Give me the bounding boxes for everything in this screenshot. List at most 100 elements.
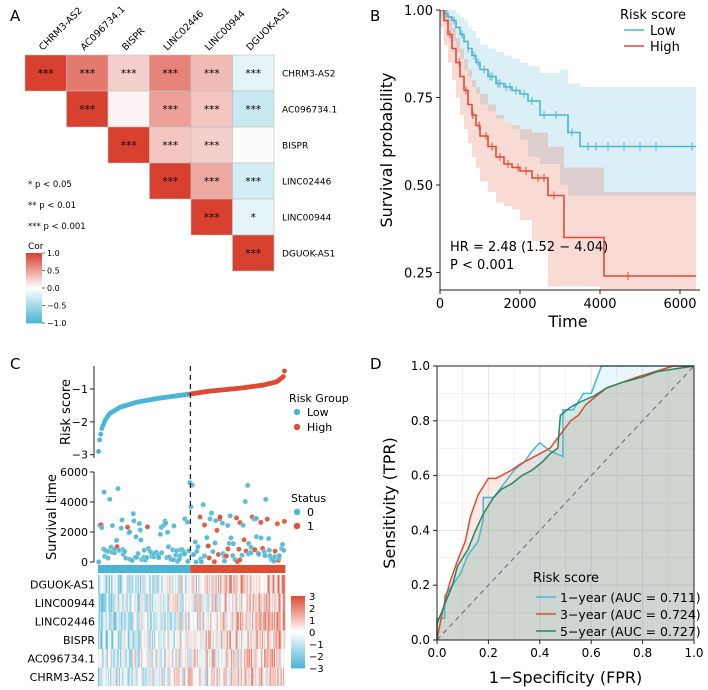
expression-cell — [122, 649, 124, 668]
expression-cell — [267, 667, 269, 686]
group-bar-cell — [157, 565, 159, 573]
surv-y-tick-label: 2000 — [60, 526, 88, 539]
expression-cell — [169, 575, 171, 594]
expression-cell — [277, 649, 279, 668]
expression-cell — [272, 649, 275, 668]
survival-point — [138, 537, 144, 543]
expression-cell — [133, 649, 135, 668]
group-bar-cell — [161, 565, 164, 573]
expression-cell — [223, 593, 225, 612]
colorbar-segment — [26, 265, 42, 268]
survival-point — [262, 496, 269, 503]
expression-cell — [208, 667, 210, 686]
expression-cell — [143, 630, 145, 649]
expression-cell — [171, 630, 174, 649]
expression-cell — [175, 593, 177, 612]
colorbar-segment — [26, 293, 42, 296]
survival-point — [280, 547, 287, 553]
expression-cell — [266, 593, 268, 612]
expression-cell — [116, 630, 119, 649]
column-label: BISPR — [120, 25, 148, 53]
expression-cell — [267, 612, 269, 631]
expression-cell — [204, 575, 207, 594]
significance-stars: *** — [245, 176, 261, 188]
expression-cell — [274, 593, 276, 612]
expression-cell — [233, 667, 235, 686]
group-bar-cell — [131, 565, 133, 573]
expression-cell — [160, 649, 163, 668]
group-bar-cell — [179, 565, 181, 573]
expression-cell — [278, 575, 280, 594]
expression-cell — [126, 612, 128, 631]
group-bar-cell — [241, 565, 243, 573]
significance-legend-entry: * p < 0.05 — [28, 180, 72, 190]
expression-cell — [178, 593, 180, 612]
expression-cell — [281, 593, 284, 612]
expression-cell — [213, 612, 215, 631]
expression-cell — [228, 649, 231, 668]
expr-colorbar-label: −1 — [309, 640, 324, 651]
expression-cell — [111, 593, 113, 612]
x-tick-label: 2000 — [503, 297, 536, 312]
expression-cell — [131, 593, 133, 612]
expression-cell — [261, 667, 264, 686]
expression-cell — [234, 667, 236, 686]
expression-cell — [127, 593, 130, 612]
expression-cell — [258, 593, 260, 612]
expression-cell — [145, 575, 147, 594]
panel-letter-b: B — [370, 7, 380, 25]
expression-cell — [161, 575, 164, 594]
expression-cell — [182, 612, 185, 631]
group-bar-cell — [142, 565, 144, 573]
group-bar-cell — [217, 565, 220, 573]
expression-cell — [203, 612, 205, 631]
expression-cell — [188, 649, 190, 668]
survival-point — [244, 482, 251, 489]
group-bar-cell — [124, 565, 126, 573]
expression-cell — [210, 630, 212, 649]
expression-cell — [117, 593, 120, 612]
expression-cell — [205, 593, 208, 612]
expression-cell — [267, 575, 269, 594]
survival-point — [96, 559, 102, 565]
expression-cell — [223, 667, 225, 686]
expression-cell — [157, 667, 159, 686]
expr-colorbar-label: 3 — [309, 592, 315, 603]
expression-cell — [193, 612, 196, 631]
significance-stars: *** — [204, 212, 220, 224]
expression-cell — [114, 630, 116, 649]
expression-cell — [191, 630, 193, 649]
expression-cell — [255, 593, 257, 612]
expression-cell — [180, 667, 182, 686]
expression-cell — [121, 630, 123, 649]
survival-point — [223, 553, 230, 559]
group-bar-cell — [181, 565, 183, 573]
expression-cell — [153, 575, 155, 594]
expr-colorbar-segment — [291, 624, 305, 627]
expression-cell — [228, 612, 231, 631]
expression-cell — [270, 593, 273, 612]
expression-cell — [117, 667, 120, 686]
row-label: DGUOK-AS1 — [282, 250, 335, 260]
y-tick-label: 0.4 — [411, 523, 430, 537]
group-bar-cell — [280, 565, 282, 573]
expression-cell — [192, 667, 194, 686]
expression-cell — [106, 667, 109, 686]
expression-cell — [128, 575, 131, 594]
expression-cell — [274, 575, 276, 594]
risk-legend-title: Risk Group — [289, 392, 349, 405]
expression-cell — [126, 649, 128, 668]
survival-line-high — [440, 10, 696, 277]
expression-cell — [131, 612, 133, 631]
expression-cell — [102, 649, 104, 668]
survival-point — [118, 525, 124, 531]
expression-cell — [118, 575, 121, 594]
expression-cell — [167, 612, 169, 631]
group-bar-cell — [260, 565, 263, 573]
expression-cell — [279, 575, 281, 594]
survival-point — [113, 537, 120, 544]
significance-stars: *** — [245, 68, 261, 80]
expression-cell — [186, 667, 188, 686]
group-bar-cell — [169, 565, 171, 573]
expression-cell — [232, 667, 234, 686]
